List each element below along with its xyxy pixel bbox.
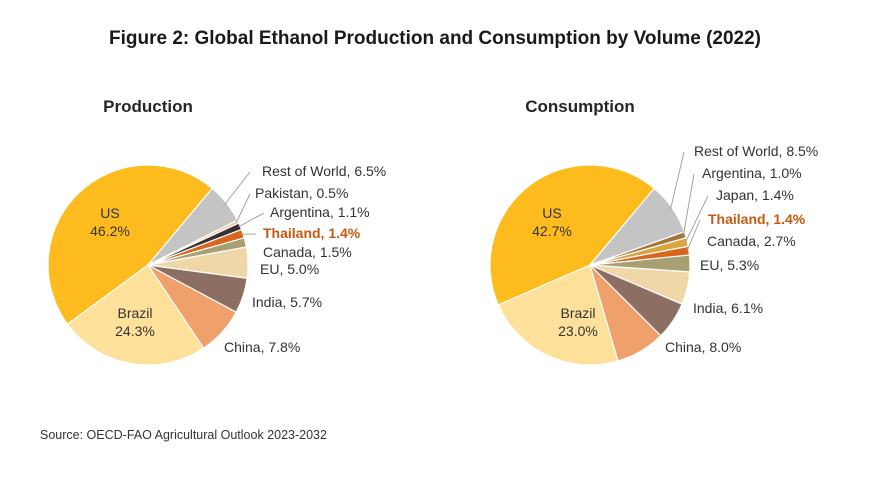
production-label-brazil: Brazil 24.3% xyxy=(115,305,155,339)
consumption-leader-argentina xyxy=(682,173,695,236)
consumption-label-china: China, 8.0% xyxy=(665,339,741,355)
consumption-slice-us xyxy=(489,164,656,306)
production-pie: Production US 46.2% Brazil 24.3% China, 7.8% I… xyxy=(47,97,386,366)
production-label-india: India, 5.7% xyxy=(252,294,322,310)
consumption-label-argentina: Argentina, 1.0% xyxy=(702,165,802,181)
production-label-argentina: Argentina, 1.1% xyxy=(270,204,370,220)
production-label-pakistan: Pakistan, 0.5% xyxy=(255,185,348,201)
consumption-label-us: US 42.7% xyxy=(532,205,572,239)
consumption-leader-rest-of-world xyxy=(670,151,685,210)
production-label-rest-of-world: Rest of World, 6.5% xyxy=(262,163,386,179)
production-subtitle: Production xyxy=(103,97,193,116)
consumption-label-brazil: Brazil 23.0% xyxy=(558,305,598,339)
consumption-leader-japan xyxy=(684,195,709,243)
production-leader-rest-of-world xyxy=(224,171,251,205)
consumption-label-thailand: Thailand, 1.4% xyxy=(708,211,806,227)
consumption-leader-thailand xyxy=(686,219,701,252)
production-label-canada: Canada, 1.5% xyxy=(263,244,352,260)
consumption-label-japan: Japan, 1.4% xyxy=(716,187,794,203)
production-label-us: US 46.2% xyxy=(90,205,130,239)
consumption-label-india: India, 6.1% xyxy=(693,300,763,316)
figure-title: Figure 2: Global Ethanol Production and … xyxy=(108,28,762,49)
consumption-slice-brazil xyxy=(497,264,619,366)
source-note: Source: OECD-FAO Agricultural Outlook 20… xyxy=(40,428,327,442)
production-slice-us xyxy=(47,164,214,326)
production-label-thailand: Thailand, 1.4% xyxy=(263,225,361,241)
production-label-china: China, 7.8% xyxy=(224,339,300,355)
production-leader-pakistan xyxy=(235,193,251,223)
production-leader-argentina xyxy=(238,212,265,228)
production-label-eu: EU, 5.0% xyxy=(260,261,319,277)
consumption-label-canada: Canada, 2.7% xyxy=(707,233,796,249)
consumption-pie: Consumption US 42.7% Brazil 23.0% China, 8.0%… xyxy=(489,97,818,366)
production-slice-brazil xyxy=(66,264,205,366)
consumption-subtitle: Consumption xyxy=(525,97,635,116)
consumption-label-rest-of-world: Rest of World, 8.5% xyxy=(694,143,818,159)
consumption-label-eu: EU, 5.3% xyxy=(700,257,759,273)
